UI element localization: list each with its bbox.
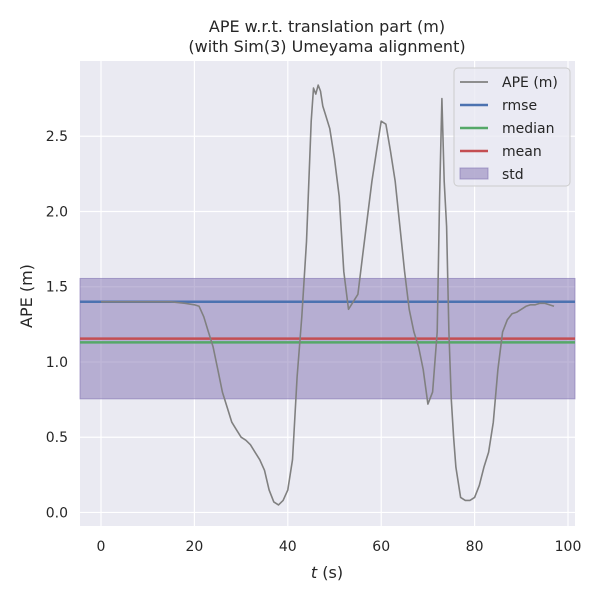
y-tick-label: 1.0	[46, 355, 68, 371]
y-tick-label: 2.5	[46, 129, 68, 145]
x-tick-label: 40	[279, 539, 297, 555]
legend-swatch-std	[459, 167, 489, 180]
x-axis-ticks: 0 20 40 60 80 100	[97, 539, 582, 555]
series-layer	[80, 84, 575, 506]
legend-box	[453, 67, 571, 187]
y-axis-ticks: 0.0 0.5 1.0 1.5 2.0 2.5	[46, 129, 68, 521]
x-axis-label: t (s)	[311, 563, 343, 582]
chart-title: APE w.r.t. translation part (m) (with Si…	[188, 17, 465, 56]
ape-line	[101, 84, 555, 506]
x-tick-label: 80	[466, 539, 484, 555]
y-tick-label: 0.0	[46, 505, 68, 521]
x-tick-label: 60	[372, 539, 390, 555]
x-axis-label-unit: (s)	[317, 563, 343, 582]
legend-label: APE (m)	[502, 75, 558, 91]
y-tick-label: 2.0	[46, 204, 68, 220]
legend-label: mean	[502, 144, 542, 160]
y-axis-label: APE (m)	[17, 264, 36, 328]
title-line-2: (with Sim(3) Umeyama alignment)	[188, 37, 465, 56]
x-axis-label-var: t	[311, 563, 318, 582]
x-tick-label: 100	[555, 539, 582, 555]
y-tick-label: 0.5	[46, 430, 68, 446]
y-tick-label: 1.5	[46, 280, 68, 296]
x-tick-label: 20	[185, 539, 203, 555]
legend-label: rmse	[502, 98, 537, 114]
legend-label: std	[502, 167, 524, 183]
legend-label: median	[502, 121, 554, 137]
legend: APE (m) rmse median mean std	[453, 67, 571, 187]
title-line-1: APE w.r.t. translation part (m)	[209, 17, 445, 36]
x-tick-label: 0	[97, 539, 106, 555]
